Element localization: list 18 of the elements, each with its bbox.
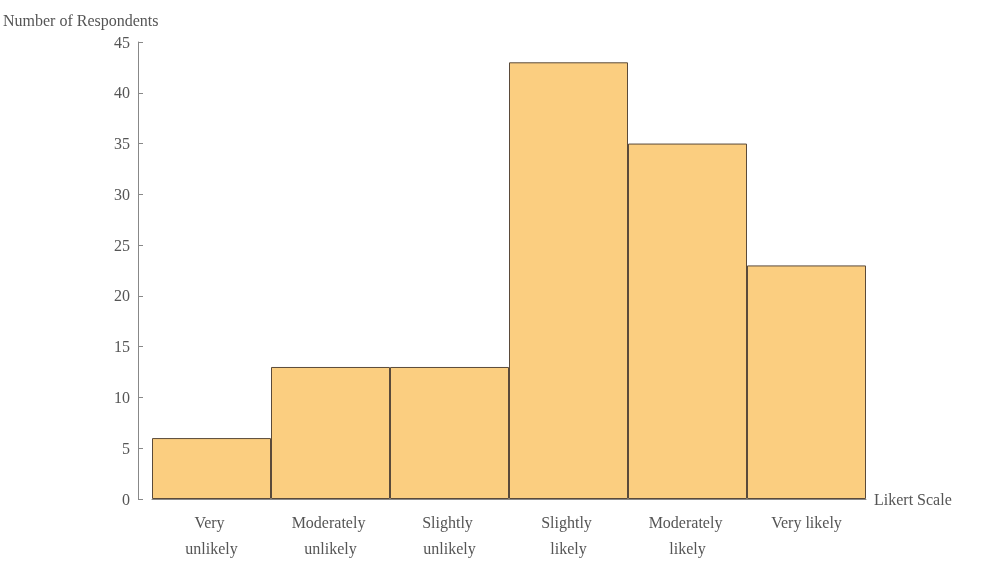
y-tick-label: 5 <box>122 439 130 457</box>
x-tick-label: Moderately unlikely <box>291 513 370 558</box>
y-tick-label: 30 <box>114 185 130 203</box>
y-tick-label: 20 <box>114 287 130 305</box>
y-axis-title: Number of Respondents <box>3 11 159 30</box>
x-axis-title: Likert Scale <box>874 490 952 508</box>
y-tick-label: 35 <box>114 135 130 153</box>
y-tick-label: 25 <box>114 236 130 254</box>
x-tick-label: Slightly likely <box>541 513 596 558</box>
x-tick-label: Slightly unlikely <box>422 513 477 558</box>
x-tick-label: Very unlikely <box>185 513 238 558</box>
y-tick-label: 15 <box>114 338 130 356</box>
x-tick-label: Very likely <box>771 513 842 532</box>
x-tick-label: Moderately likely <box>648 513 727 558</box>
y-tick-label: 10 <box>114 388 130 406</box>
y-tick-label: 45 <box>114 33 130 51</box>
y-tick-label: 40 <box>114 84 130 102</box>
y-tick-label: 0 <box>122 490 130 508</box>
